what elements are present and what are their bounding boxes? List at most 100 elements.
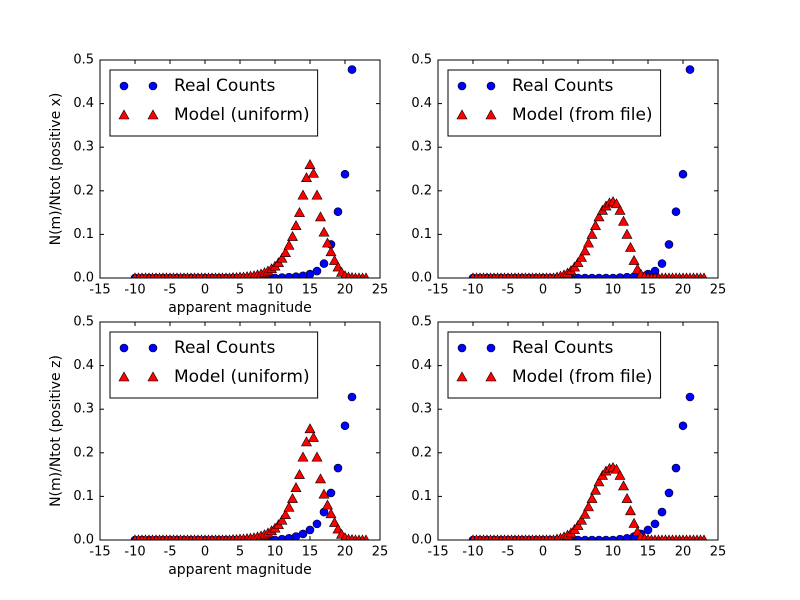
legend: Real Counts Model (from file) <box>447 331 662 399</box>
circle-marker <box>594 535 604 540</box>
x-tick-label: 0 <box>539 545 547 560</box>
subplot: 0.0 0.1 0.2 0.3 0.4 0.5 -15 -10 -5 0 5 10 15 20 25 appa… <box>48 315 388 579</box>
x-tick-label: 25 <box>372 283 389 298</box>
triangle-marker <box>456 371 468 382</box>
y-tick-label: 0.4 <box>73 96 94 111</box>
legend-label: Model (from file) <box>512 105 653 125</box>
x-tick-label: -5 <box>164 545 177 560</box>
x-tick-label: 10 <box>267 283 284 298</box>
x-axis-label: apparent magnitude <box>168 300 312 316</box>
legend-box <box>447 69 662 137</box>
triangle-marker <box>311 189 323 200</box>
triangle-marker <box>325 246 337 257</box>
triangle-marker <box>118 109 130 120</box>
x-tick-label: 20 <box>675 283 692 298</box>
y-tick-label: 0.4 <box>411 96 432 111</box>
y-tick-label: 0.0 <box>411 271 432 286</box>
triangle-marker <box>297 189 309 200</box>
y-tick-label: 0.0 <box>73 271 94 286</box>
triangle-marker <box>621 492 633 503</box>
legend-label: Real Counts <box>174 338 276 358</box>
y-tick-label: 0.1 <box>73 227 94 242</box>
circle-marker <box>664 240 674 249</box>
circle-marker <box>671 207 681 217</box>
y-tick-label: 0.3 <box>73 402 94 417</box>
triangle-marker <box>572 519 584 530</box>
legend-label: Real Counts <box>174 76 276 96</box>
axes-frame <box>437 321 719 541</box>
triangle-marker <box>485 371 497 382</box>
triangle-marker <box>624 505 637 516</box>
circle-marker <box>580 535 590 540</box>
circle-marker <box>573 273 583 278</box>
y-tick-label: 0.1 <box>73 489 94 504</box>
circle-marker <box>608 273 618 278</box>
triangle-marker <box>147 371 159 382</box>
legend-box <box>109 69 319 137</box>
legend-label: Model (uniform) <box>174 105 310 125</box>
circle-marker <box>298 271 308 278</box>
legend-label: Real Counts <box>512 76 614 96</box>
triangle-marker <box>279 509 292 520</box>
triangle-marker <box>318 488 330 499</box>
legend: Real Counts Model (from file) <box>447 69 662 137</box>
triangle-marker <box>283 239 295 250</box>
circle-marker <box>657 507 667 517</box>
circle-marker <box>685 65 695 74</box>
triangle-marker <box>314 473 327 484</box>
circle-marker <box>148 343 158 353</box>
circle-marker <box>340 169 350 179</box>
triangle-marker <box>304 159 316 169</box>
x-tick-label: 5 <box>236 545 244 560</box>
x-tick-label: 10 <box>605 545 622 560</box>
circle-marker <box>664 488 674 498</box>
triangle-marker <box>286 230 299 241</box>
y-tick-label: 0.3 <box>411 402 432 417</box>
y-tick-label: 0.5 <box>73 315 94 330</box>
circle-marker <box>119 81 129 91</box>
triangle-marker <box>614 469 626 480</box>
circle-marker <box>650 519 660 529</box>
x-tick-label: 15 <box>302 283 319 298</box>
circle-marker <box>486 343 496 353</box>
triangle-marker <box>575 251 588 262</box>
subplot: 0.0 0.1 0.2 0.3 0.4 0.5 -15 -10 -5 0 5 10 15 20 25 appa… <box>48 53 388 317</box>
x-axis-label: apparent magnitude <box>168 562 312 578</box>
circle-marker <box>671 463 681 473</box>
circle-marker <box>284 533 294 540</box>
circle-marker <box>312 266 322 276</box>
circle-marker <box>119 343 129 353</box>
y-tick-label: 0.4 <box>73 358 94 373</box>
plot-area <box>468 392 708 540</box>
x-tick-label: 20 <box>337 545 354 560</box>
x-tick-label: 25 <box>710 283 727 298</box>
x-tick-label: 0 <box>201 545 209 560</box>
circle-marker <box>326 488 336 498</box>
triangle-marker <box>311 451 323 462</box>
circle-marker <box>587 535 597 540</box>
x-tick-label: 10 <box>267 545 284 560</box>
circle-marker <box>298 529 308 539</box>
triangle-marker <box>147 109 159 120</box>
triangle-marker <box>628 517 640 528</box>
legend: Real Counts Model (uniform) <box>109 331 319 399</box>
circle-marker <box>333 463 343 473</box>
legend: Real Counts Model (uniform) <box>109 69 319 137</box>
x-tick-label: -5 <box>502 545 515 560</box>
y-tick-label: 0.0 <box>411 533 432 548</box>
circle-marker <box>657 259 667 268</box>
triangle-marker <box>628 254 640 265</box>
triangle-marker <box>279 247 292 258</box>
y-tick-label: 0.2 <box>73 183 94 198</box>
triangle-marker <box>293 468 306 479</box>
triangle-marker <box>572 257 584 268</box>
x-tick-label: 20 <box>675 545 692 560</box>
y-tick-label: 0.5 <box>411 53 432 68</box>
circle-marker <box>457 343 467 353</box>
triangle-marker <box>325 508 337 519</box>
x-tick-label: 5 <box>236 283 244 298</box>
circle-marker <box>580 273 590 278</box>
legend-label: Model (uniform) <box>174 367 310 387</box>
triangle-marker <box>485 109 497 120</box>
circle-marker <box>601 535 611 540</box>
